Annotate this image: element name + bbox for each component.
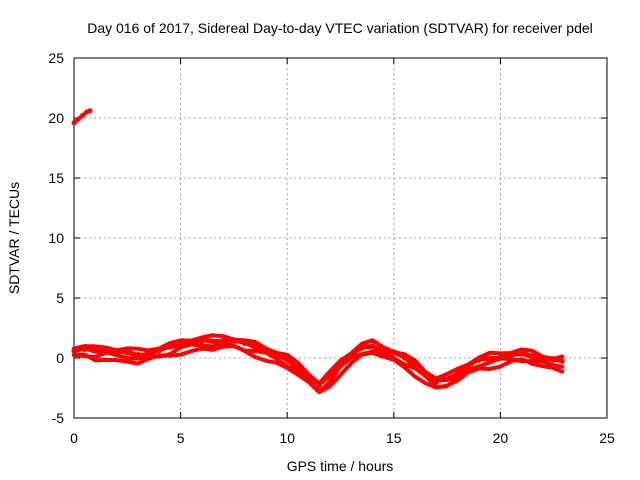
y-tick-label: 0 xyxy=(56,350,64,366)
x-tick-label: 0 xyxy=(70,430,78,446)
x-axis-label: GPS time / hours xyxy=(287,458,394,474)
data-point xyxy=(465,362,471,368)
data-point xyxy=(263,348,269,354)
data-point xyxy=(476,357,482,363)
data-point xyxy=(327,373,333,379)
data-point xyxy=(433,379,439,385)
data-point xyxy=(338,361,343,367)
data-point xyxy=(316,383,322,389)
data-point xyxy=(80,113,85,119)
data-point xyxy=(188,339,194,345)
data-point xyxy=(252,343,258,349)
y-axis-label: SDTVAR / TECUs xyxy=(6,182,22,294)
data-point xyxy=(87,108,93,114)
y-tick-label: 10 xyxy=(48,230,64,246)
x-tick-label: 5 xyxy=(177,430,185,446)
data-point xyxy=(391,350,397,356)
grid-lines xyxy=(74,58,607,418)
data-point xyxy=(71,120,77,126)
data-point xyxy=(529,353,535,359)
x-tick-label: 25 xyxy=(599,430,615,446)
data-point xyxy=(75,116,81,122)
chart-title: Day 016 of 2017, Sidereal Day-to-day VTE… xyxy=(87,20,593,36)
data-point xyxy=(199,338,205,344)
data-point xyxy=(412,362,418,368)
data-point xyxy=(92,348,98,354)
data-point xyxy=(380,347,386,353)
data-point xyxy=(559,359,565,365)
data-point xyxy=(508,353,514,359)
data-point xyxy=(210,338,216,344)
data-point xyxy=(220,337,226,343)
data-point xyxy=(242,341,248,347)
data-point xyxy=(114,349,120,355)
data-point xyxy=(146,350,152,356)
x-tick-label: 10 xyxy=(279,430,295,446)
y-tick-labels: -5 0 5 10 15 20 25 xyxy=(48,50,64,426)
data-series xyxy=(71,108,565,395)
data-point xyxy=(135,351,141,357)
data-point xyxy=(348,353,354,359)
y-tick-label: 20 xyxy=(48,110,64,126)
data-point xyxy=(487,355,493,361)
data-point xyxy=(156,348,162,354)
data-point xyxy=(402,355,407,361)
data-point xyxy=(519,351,525,357)
data-point xyxy=(444,377,450,383)
axis-ticks xyxy=(73,57,608,419)
data-point xyxy=(370,343,375,349)
data-point xyxy=(455,369,461,375)
data-point xyxy=(231,338,237,344)
data-point xyxy=(497,354,503,360)
x-tick-labels: 0 5 10 15 20 25 xyxy=(70,430,615,446)
data-point xyxy=(423,372,429,378)
y-tick-label: 15 xyxy=(48,170,64,186)
x-tick-label: 20 xyxy=(493,430,509,446)
y-tick-label: 5 xyxy=(56,290,64,306)
data-point xyxy=(274,353,279,359)
data-point xyxy=(284,357,290,363)
data-point xyxy=(124,350,130,356)
data-point xyxy=(167,344,173,350)
data-point xyxy=(551,357,557,363)
series-main-band xyxy=(72,344,565,395)
y-tick-label: 25 xyxy=(48,50,64,66)
data-point xyxy=(306,373,311,379)
data-point xyxy=(540,355,546,361)
x-tick-label: 15 xyxy=(386,430,402,446)
data-point xyxy=(82,347,88,353)
data-point xyxy=(295,365,301,371)
data-point xyxy=(103,347,109,353)
data-point xyxy=(178,341,184,347)
data-point xyxy=(359,345,365,351)
y-tick-label: -5 xyxy=(52,410,65,426)
data-point xyxy=(71,348,77,354)
